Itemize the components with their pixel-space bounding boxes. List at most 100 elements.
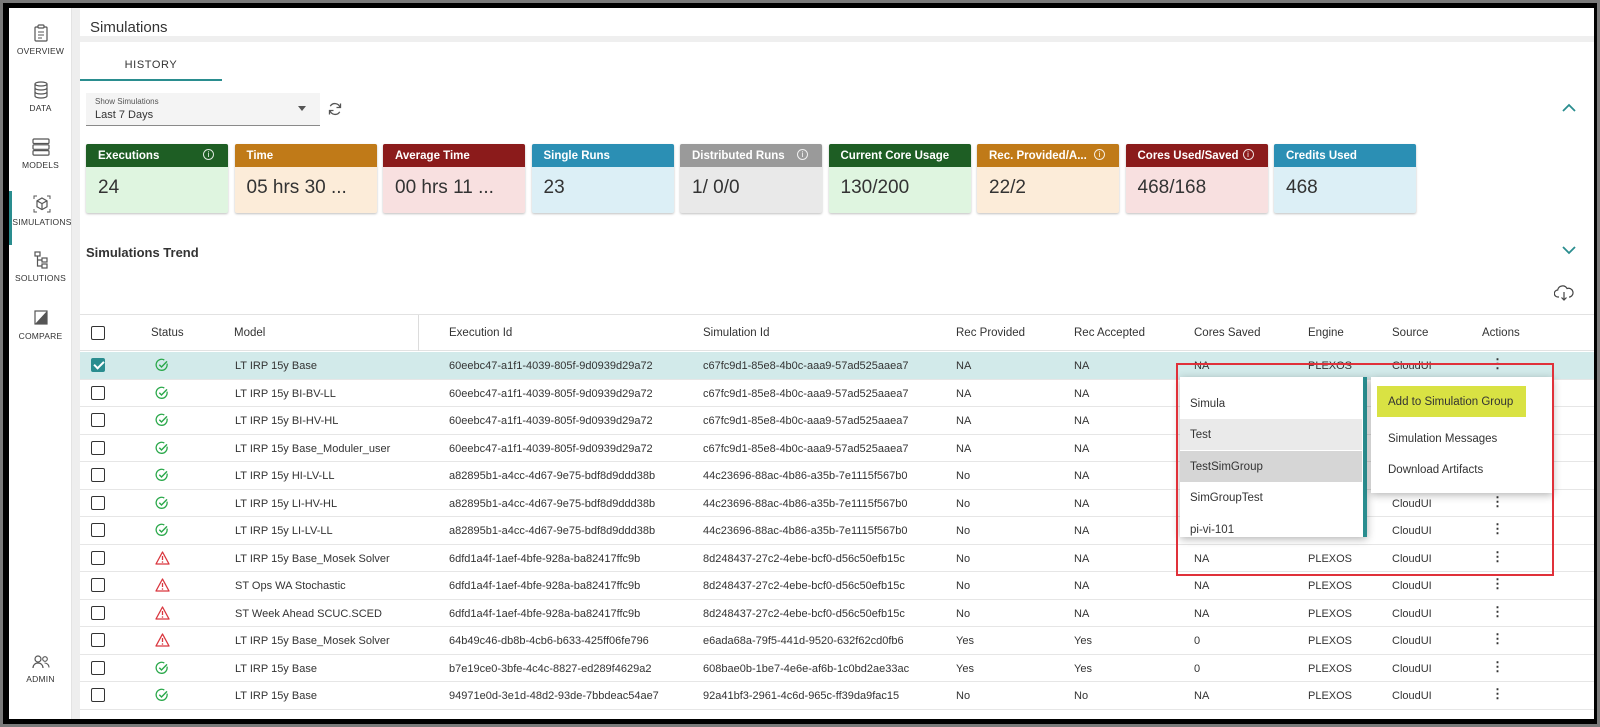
select-all-checkbox[interactable]: [91, 326, 105, 340]
nav-compare[interactable]: COMPARE: [9, 309, 72, 363]
rec-provided-cell: No: [956, 497, 971, 510]
table-row[interactable]: LT IRP 15y Base_Mosek Solver 6dfd1a4f-1ae…: [80, 545, 1594, 572]
col-cores-saved[interactable]: Cores Saved: [1194, 327, 1261, 339]
group-option[interactable]: Simula: [1190, 398, 1226, 410]
group-option[interactable]: SimGroupTest: [1190, 492, 1263, 504]
row-checkbox[interactable]: [91, 550, 105, 565]
table-row[interactable]: LT IRP 15y HI-LV-LL a82895b1-a4cc-4d67-9e…: [80, 462, 1594, 490]
model-cell: LT IRP 15y Base_Moduler_user: [235, 442, 391, 455]
rec-accepted-cell: Yes: [1074, 635, 1092, 647]
chevron-down-icon[interactable]: [1562, 245, 1576, 255]
row-checkbox[interactable]: [91, 385, 105, 400]
source-cell: CloudUI: [1392, 580, 1432, 592]
table-row[interactable]: LT IRP 15y BI-BV-LL 60eebc47-a1f1-4039-80…: [80, 380, 1594, 407]
row-checkbox[interactable]: [91, 688, 105, 702]
row-checkbox[interactable]: [91, 523, 105, 537]
row-actions-kebab-icon[interactable]: ⋮: [1491, 548, 1504, 564]
row-actions-kebab-icon[interactable]: ⋮: [1491, 658, 1504, 674]
row-checkbox[interactable]: [91, 468, 105, 482]
nav-admin[interactable]: ADMIN: [9, 654, 72, 708]
row-actions-kebab-icon[interactable]: ⋮: [1491, 521, 1504, 536]
summary-card: Rec. Provided/A... i 22/2: [977, 144, 1119, 213]
model-cell: LT IRP 15y Base_Mosek Solver: [235, 552, 390, 565]
table-row[interactable]: LT IRP 15y Base 94971e0d-3e1d-48d2-93de-7…: [80, 682, 1594, 710]
simulation-messages-item[interactable]: Simulation Messages: [1388, 433, 1498, 445]
row-checkbox[interactable]: [91, 440, 105, 455]
table-row[interactable]: LT IRP 15y LI-HV-HL a82895b1-a4cc-4d67-9e…: [80, 490, 1594, 517]
row-checkbox[interactable]: [91, 660, 105, 675]
info-icon[interactable]: i: [797, 149, 808, 160]
nav-simulations[interactable]: SIMULATIONS: [9, 191, 72, 245]
table-row[interactable]: LT IRP 15y Base b7e19ce0-3bfe-4c4c-8827-e…: [80, 655, 1594, 682]
table-row[interactable]: ST Ops WA Stochastic 6dfd1a4f-1aef-4bfe-9…: [80, 572, 1594, 600]
col-rec-provided[interactable]: Rec Provided: [956, 327, 1026, 339]
col-source[interactable]: Source: [1392, 327, 1429, 339]
col-status[interactable]: Status: [151, 327, 184, 339]
row-actions-kebab-icon[interactable]: ⋮: [1491, 603, 1504, 619]
model-cell: LT IRP 15y LI-HV-HL: [235, 497, 338, 510]
table-row[interactable]: LT IRP 15y Base_Moduler_user 60eebc47-a1f…: [80, 435, 1594, 462]
info-icon[interactable]: i: [203, 149, 214, 160]
simulation-id-cell: 8d248437-27c2-4ebe-bcf0-d56c50efb15c: [703, 607, 905, 620]
row-actions-kebab-icon[interactable]: ⋮: [1491, 493, 1504, 509]
group-menu-scrollbar[interactable]: [1363, 377, 1367, 537]
chevron-up-icon[interactable]: [1562, 103, 1576, 113]
execution-id-cell: a82895b1-a4cc-4d67-9e75-bdf8d9ddd38b: [449, 470, 656, 482]
row-actions-kebab-icon[interactable]: ⋮: [1491, 356, 1504, 371]
table-row[interactable]: LT IRP 15y BI-HV-HL 60eebc47-a1f1-4039-80…: [80, 407, 1594, 435]
group-option[interactable]: TestSimGroup: [1180, 451, 1362, 482]
page-title: Simulations: [90, 19, 168, 36]
rec-provided-cell: No: [956, 525, 971, 537]
rec-accepted-cell: NA: [1074, 497, 1090, 510]
column-resize-handle[interactable]: [418, 315, 419, 351]
download-artifacts-item[interactable]: Download Artifacts: [1388, 464, 1484, 476]
nav-overview[interactable]: OVERVIEW: [9, 24, 72, 78]
rec-accepted-cell: NA: [1074, 470, 1090, 482]
refresh-icon[interactable]: [327, 101, 343, 117]
row-actions-kebab-icon[interactable]: ⋮: [1491, 631, 1504, 646]
row-actions-kebab-icon[interactable]: ⋮: [1491, 686, 1504, 701]
rec-provided-cell: No: [956, 552, 971, 565]
row-checkbox[interactable]: [91, 413, 105, 427]
table-row[interactable]: LT IRP 15y LI-LV-LL a82895b1-a4cc-4d67-9e…: [80, 517, 1594, 545]
table-row[interactable]: ST Week Ahead SCUC.SCED 6dfd1a4f-1aef-4bf…: [80, 600, 1594, 627]
execution-id-cell: 6dfd1a4f-1aef-4bfe-928a-ba82417ffc9b: [449, 607, 641, 620]
col-execution-id[interactable]: Execution Id: [449, 327, 513, 339]
show-simulations-select[interactable]: Show Simulations Last 7 Days: [86, 93, 320, 126]
row-checkbox[interactable]: [91, 495, 105, 510]
simulation-id-cell: c67fc9d1-85e8-4b0c-aaa9-57ad525aaea7: [703, 415, 909, 427]
row-checkbox[interactable]: [91, 605, 105, 620]
model-cell: LT IRP 15y BI-BV-LL: [235, 387, 336, 400]
row-checkbox[interactable]: [91, 578, 105, 592]
table-row[interactable]: LT IRP 15y Base_Mosek Solver 64b49c46-db8…: [80, 627, 1594, 655]
table-row[interactable]: LT IRP 15y Base 60eebc47-a1f1-4039-805f-9…: [80, 352, 1594, 380]
nav-models[interactable]: MODELS: [9, 138, 72, 192]
source-cell: CloudUI: [1392, 662, 1432, 675]
row-checkbox[interactable]: [91, 358, 105, 372]
caret-down-icon: [298, 106, 306, 111]
group-option[interactable]: Test: [1180, 419, 1362, 450]
rec-accepted-cell: NA: [1074, 387, 1090, 400]
nav-solutions[interactable]: SOLUTIONS: [9, 251, 72, 305]
card-title-text: Rec. Provided/A...: [989, 150, 1087, 162]
nav-data[interactable]: DATA: [9, 81, 72, 135]
col-engine[interactable]: Engine: [1308, 327, 1344, 339]
status-success-icon: [155, 661, 169, 678]
simulations-trend-title: Simulations Trend: [86, 245, 199, 260]
show-simulations-label: Show Simulations: [95, 97, 159, 106]
col-simulation-id[interactable]: Simulation Id: [703, 327, 770, 339]
col-model[interactable]: Model: [234, 327, 266, 339]
col-rec-accepted[interactable]: Rec Accepted: [1074, 327, 1145, 339]
clipboard-icon: [33, 24, 48, 42]
info-icon[interactable]: i: [1094, 149, 1105, 160]
row-actions-kebab-icon[interactable]: ⋮: [1491, 576, 1504, 591]
cloud-download-icon[interactable]: [1554, 285, 1574, 301]
rec-provided-cell: No: [956, 580, 971, 592]
info-icon[interactable]: i: [1242, 149, 1254, 160]
simulation-id-cell: 44c23696-88ac-4b86-a35b-7e1115f567b0: [703, 497, 908, 510]
tab-history[interactable]: HISTORY: [80, 53, 222, 81]
add-to-simulation-group-item[interactable]: Add to Simulation Group: [1377, 386, 1526, 417]
card-title-text: Single Runs: [543, 150, 610, 162]
row-checkbox[interactable]: [91, 633, 105, 647]
group-option[interactable]: pi-vi-101: [1190, 524, 1235, 536]
